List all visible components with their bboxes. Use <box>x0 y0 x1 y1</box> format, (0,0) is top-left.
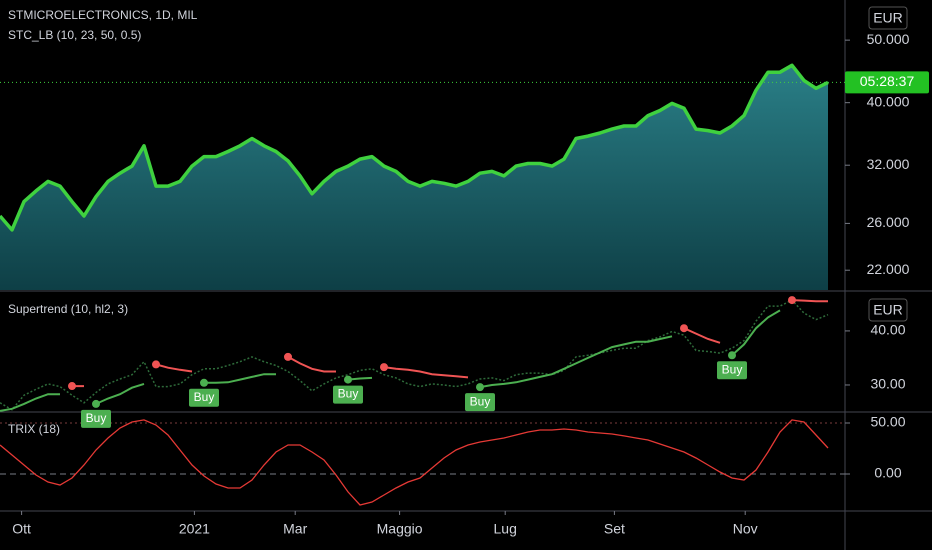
y-tick-label: 50.00 <box>870 414 905 430</box>
sell-dot <box>680 324 688 333</box>
y-tick-label: 32.000 <box>867 156 910 172</box>
indicator-title: Supertrend (10, hl2, 3) <box>8 302 128 316</box>
buy-label-box <box>333 385 363 404</box>
series-line <box>0 419 829 506</box>
y-tick-label: 26.000 <box>867 214 910 230</box>
y-tick-label: 40.000 <box>867 93 910 109</box>
x-tick-label: 2021 <box>179 521 210 537</box>
currency-box[interactable] <box>868 298 908 322</box>
x-tick-label: Maggio <box>377 521 423 537</box>
x-tick-label: Mar <box>283 521 307 537</box>
buy-label: Buy <box>86 411 107 425</box>
sell-dot <box>152 360 160 369</box>
y-tick-label: 40.00 <box>870 322 905 338</box>
indicator-title: TRIX (18) <box>8 422 60 436</box>
price-area <box>0 65 828 290</box>
buy-label: Buy <box>338 387 359 401</box>
buy-dot <box>344 375 352 384</box>
currency[interactable]: EUR <box>873 10 903 26</box>
sell-dot <box>284 352 292 361</box>
last-price-box <box>845 71 929 94</box>
buy-label-box <box>189 388 219 407</box>
buy-dot <box>92 399 100 408</box>
buy-dot <box>476 383 484 392</box>
x-tick-label: Nov <box>733 521 758 537</box>
x-tick-label: Lug <box>494 521 517 537</box>
currency-box[interactable] <box>868 6 908 30</box>
series-line <box>72 299 828 388</box>
x-tick-label: Set <box>604 521 625 537</box>
buy-label: Buy <box>722 362 743 376</box>
indicator-title: STC_LB (10, 23, 50, 0.5) <box>8 28 141 42</box>
buy-dot <box>728 351 736 360</box>
x-tick-label: Ott <box>12 521 31 537</box>
buy-label-box <box>465 393 495 412</box>
buy-label: Buy <box>194 390 215 404</box>
y-tick-label: 50.000 <box>867 31 910 47</box>
price-line <box>0 63 829 232</box>
countdown: 05:28:37 <box>860 73 915 89</box>
y-tick-label: 0.00 <box>874 465 901 481</box>
series-line <box>0 309 781 412</box>
buy-dot <box>200 378 208 387</box>
buy-label: Buy <box>470 394 491 408</box>
y-tick-label: 30.00 <box>870 376 905 392</box>
chart-title: STMICROELECTRONICS, 1D, MIL <box>8 8 198 22</box>
sell-dot <box>788 296 796 305</box>
y-tick-label: 22.000 <box>867 261 910 277</box>
price-line-secondary <box>0 299 829 411</box>
sell-dot <box>380 363 388 372</box>
buy-label-box <box>81 409 111 428</box>
sell-dot <box>68 382 76 391</box>
buy-label-box <box>717 361 747 380</box>
currency[interactable]: EUR <box>873 302 903 318</box>
